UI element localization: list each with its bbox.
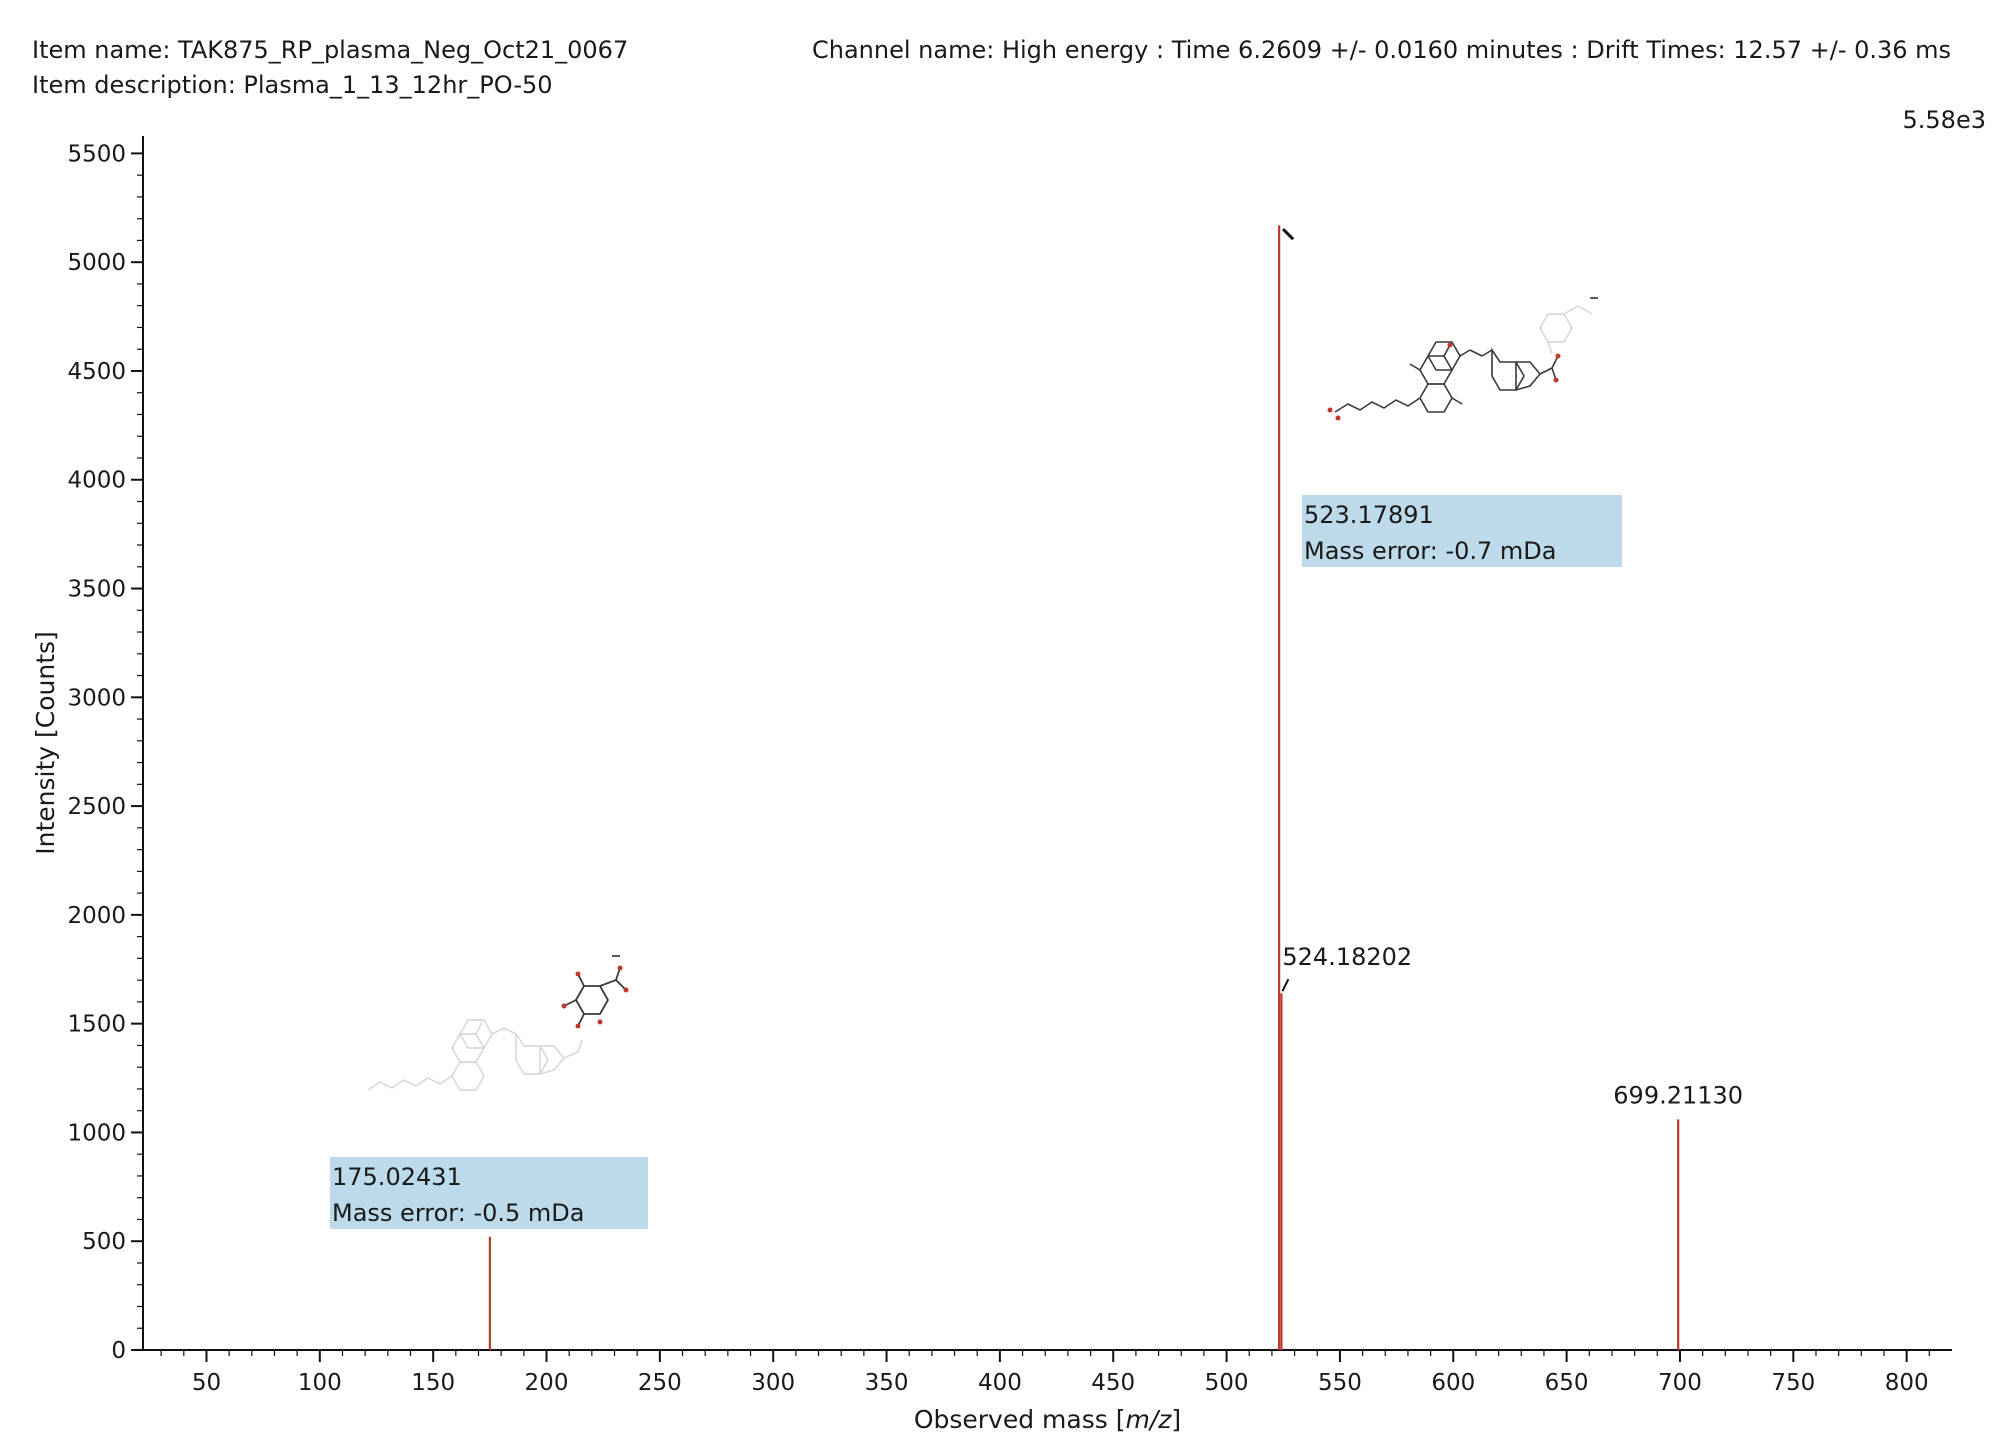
y-tick-label: 1000	[67, 1120, 126, 1146]
structure-atoms-523	[1327, 342, 1561, 421]
structure-faded-175	[367, 1019, 583, 1091]
item-description: Item description: Plasma_1_13_12hr_PO-50	[32, 71, 553, 99]
y-tick-label: 4500	[67, 359, 126, 385]
structure-drawing-523	[1334, 341, 1559, 413]
x-tick-label: 300	[751, 1370, 795, 1396]
y-tick-label: 2000	[67, 903, 126, 929]
x-tick-label: 450	[1091, 1370, 1135, 1396]
y-tick-label: 3000	[67, 685, 126, 711]
x-tick-label: 400	[978, 1370, 1022, 1396]
peak-mass-label: 524.18202	[1282, 943, 1412, 971]
y-tick-label: 5500	[67, 141, 126, 167]
x-tick-label: 50	[192, 1370, 221, 1396]
y-tick-label: 500	[82, 1229, 126, 1255]
peak-apex-mark-524	[1281, 978, 1290, 992]
x-tick-label: 600	[1431, 1370, 1475, 1396]
x-axis-title-unit: m/z	[1125, 1405, 1172, 1434]
x-tick-label: 800	[1885, 1370, 1929, 1396]
structure-drawing-175	[563, 967, 627, 1027]
y-tick-label: 1500	[67, 1012, 126, 1038]
intensity-scale-max: 5.58e3	[1902, 106, 1986, 134]
mass-annotation-box-0	[330, 1157, 648, 1229]
structure-atoms-175	[561, 965, 629, 1029]
x-axis-title-suffix: ]	[1171, 1405, 1181, 1434]
x-tick-label: 650	[1545, 1370, 1589, 1396]
mass-annotation-box-1	[1302, 495, 1622, 567]
peak-mass-error: Mass error: -0.7 mDa	[1304, 537, 1556, 565]
peak-mass-error: Mass error: -0.5 mDa	[332, 1199, 584, 1227]
peak-mass-label: 175.02431	[332, 1163, 462, 1191]
peak-apex-mark-523	[1282, 228, 1295, 241]
x-tick-label: 500	[1205, 1370, 1249, 1396]
item-name: Item name: TAK875_RP_plasma_Neg_Oct21_00…	[32, 36, 629, 64]
molecule-structures	[367, 297, 1598, 1091]
x-tick-label: 550	[1318, 1370, 1362, 1396]
x-tick-label: 350	[865, 1370, 909, 1396]
structure-faded-ring-523	[1539, 305, 1593, 355]
y-tick-label: 3500	[67, 577, 126, 603]
channel-name: Channel name: High energy : Time 6.2609 …	[812, 36, 1952, 64]
x-tick-label: 250	[638, 1370, 682, 1396]
peak-mass-label: 699.21130	[1613, 1081, 1743, 1109]
x-tick-label: 750	[1771, 1370, 1815, 1396]
y-axis-title: Intensity [Counts]	[31, 631, 60, 855]
x-axis-title: Observed mass [m/z]	[914, 1405, 1181, 1434]
x-axis-title-prefix: Observed mass [	[914, 1405, 1126, 1434]
x-tick-label: 150	[411, 1370, 455, 1396]
x-tick-label: 100	[298, 1370, 342, 1396]
x-tick-label: 700	[1658, 1370, 1702, 1396]
y-tick-label: 5000	[67, 250, 126, 276]
y-tick-label: 4000	[67, 468, 126, 494]
y-tick-label: 0	[111, 1338, 126, 1364]
peak-mass-label: 523.17891	[1304, 501, 1434, 529]
y-tick-label: 2500	[67, 794, 126, 820]
x-tick-label: 200	[525, 1370, 569, 1396]
